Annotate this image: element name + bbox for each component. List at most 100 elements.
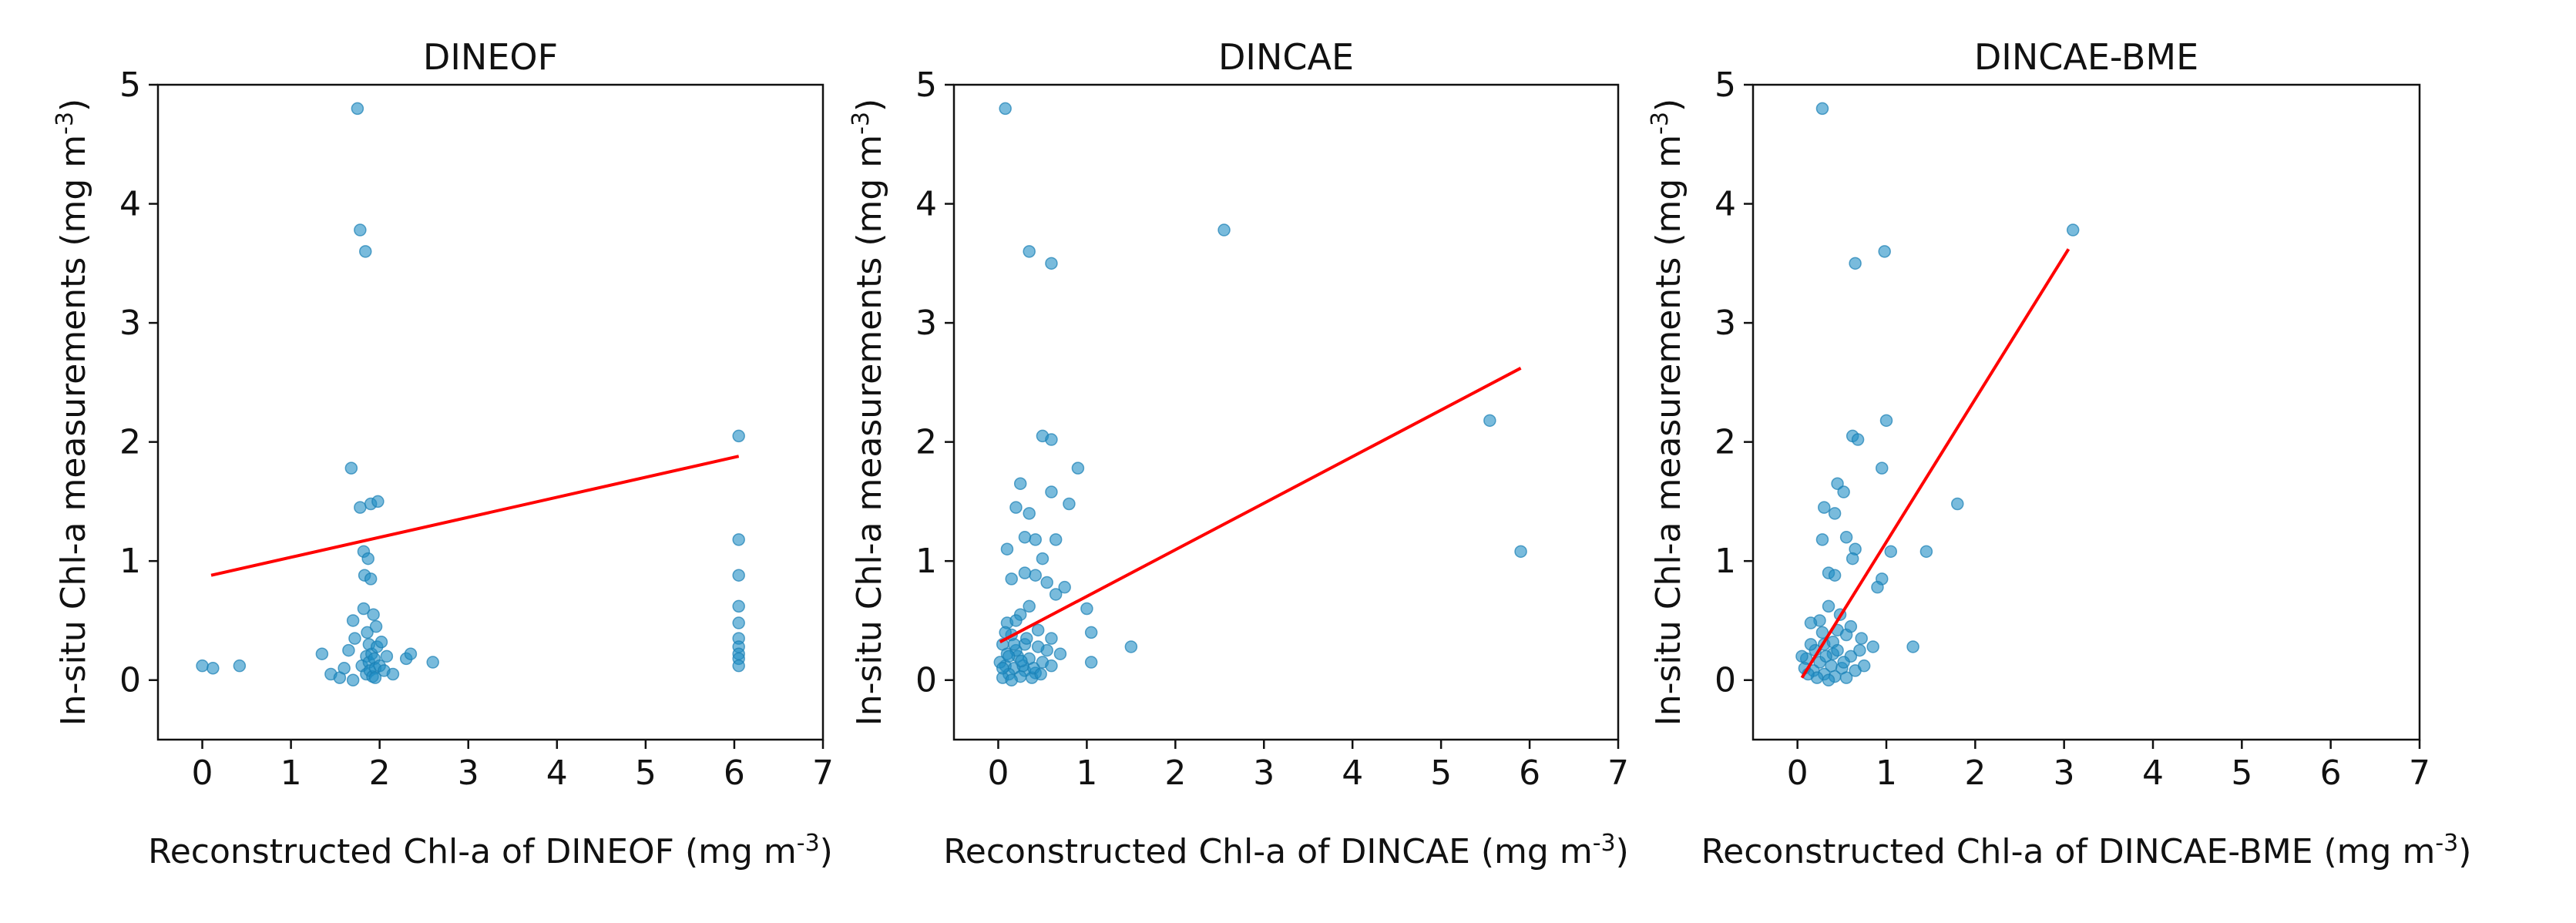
data-point [1045, 257, 1058, 270]
data-point [1080, 602, 1093, 616]
x-tick-label: 7 [1607, 754, 1629, 793]
x-tick-label: 3 [458, 754, 479, 793]
chart-panel-2: DINCAE 0 1 2 3 4 5 6 7 0 1 2 3 4 5 Reconstructed Chl-a … [848, 36, 1629, 871]
data-point [1815, 626, 1829, 639]
data-point [1031, 623, 1045, 637]
data-point [1514, 545, 1527, 559]
data-point [346, 614, 360, 627]
data-point [338, 662, 351, 675]
data-point [1846, 552, 1859, 566]
x-tick-label: 1 [280, 754, 302, 793]
data-point [1879, 414, 1893, 428]
data-point [1009, 614, 1023, 627]
data-point [1031, 640, 1045, 653]
data-point [1029, 533, 1042, 546]
data-point [1019, 632, 1033, 645]
y-tick-label: 4 [915, 185, 937, 224]
data-point [732, 616, 745, 629]
x-axis-title-sup: -3 [2435, 830, 2458, 857]
data-point [1005, 673, 1018, 686]
chart-title: DINCAE-BME [1974, 36, 2198, 78]
data-point [1819, 649, 1832, 663]
x-axis-title-text: Reconstructed Chl-a of DINCAE-BME (mg m [1701, 832, 2436, 871]
x-axis-title-text: Reconstructed Chl-a of DINCAE (mg m [943, 832, 1593, 871]
x-tick-label: 3 [1253, 754, 1275, 793]
data-point [1878, 245, 1891, 258]
chart-panel-1: DINEOF 0 1 2 3 4 5 6 7 0 1 2 3 4 5 Reconstructed Chl-a … [52, 36, 834, 871]
data-point [1837, 656, 1850, 669]
data-point [1844, 619, 1858, 633]
data-point [233, 659, 247, 673]
x-tick-label: 0 [987, 754, 1009, 793]
x-tick-label: 2 [1964, 754, 1986, 793]
data-point [1815, 533, 1829, 546]
data-point [1871, 580, 1884, 594]
data-point [1839, 531, 1853, 544]
data-point [1058, 580, 1071, 594]
data-point [1828, 569, 1842, 582]
data-point [368, 671, 382, 684]
data-point [1049, 588, 1063, 601]
x-tick-label: 1 [1876, 754, 1897, 793]
y-axis-title-text: In-situ Chl-a measurements (mg m [850, 135, 889, 726]
data-point [732, 569, 745, 582]
data-point [732, 659, 745, 673]
data-point [1084, 626, 1098, 639]
x-tick-label: 2 [369, 754, 391, 793]
data-point [1837, 485, 1850, 498]
data-point [1045, 632, 1058, 645]
data-point [315, 647, 329, 660]
data-point [426, 656, 439, 669]
y-axis-title-text: In-situ Chl-a measurements (mg m [54, 135, 93, 726]
y-tick-label: 5 [1715, 65, 1736, 105]
data-point [1815, 102, 1829, 116]
data-point [1875, 462, 1889, 475]
y-axis-title: In-situ Chl-a measurements (mg m-3) [52, 99, 93, 726]
x-axis-title-end: ) [820, 832, 833, 871]
x-tick-label: 6 [2320, 754, 2342, 793]
data-point [1015, 654, 1028, 668]
axes-frame [156, 83, 825, 741]
x-tick-label: 5 [1430, 754, 1452, 793]
x-axis-title-text: Reconstructed Chl-a of DINEOF (mg m [148, 832, 797, 871]
data-point [1049, 533, 1063, 546]
data-point [1023, 599, 1036, 613]
y-tick-label: 2 [1715, 423, 1736, 462]
data-point [1951, 497, 1964, 511]
data-point [344, 462, 358, 475]
x-tick-label: 5 [635, 754, 657, 793]
y-axis-title: In-situ Chl-a measurements (mg m-3) [848, 99, 889, 726]
data-point [1045, 659, 1058, 673]
y-axis-title-sup: -3 [848, 112, 875, 135]
axes-frame [1751, 83, 2421, 741]
data-point [1919, 545, 1933, 559]
data-point [1822, 599, 1835, 613]
data-point [1036, 552, 1050, 566]
y-tick-label: 1 [1715, 542, 1736, 581]
x-tick-label: 1 [1076, 754, 1097, 793]
data-point [1853, 643, 1866, 657]
x-axis-title: Reconstructed Chl-a of DINCAE (mg m-3) [943, 830, 1629, 871]
regression-line [210, 455, 740, 577]
x-axis-title-end: ) [1616, 832, 1629, 871]
data-point [1040, 576, 1053, 589]
chart-panel-3: DINCAE-BME 0 1 2 3 4 5 6 7 0 1 2 3 4 5 Reconstructed Ch… [1647, 36, 2471, 871]
y-axis-title-end: ) [54, 99, 93, 112]
y-tick-label: 0 [915, 661, 937, 700]
y-axis-title-end: ) [850, 99, 889, 112]
data-point [374, 636, 388, 649]
data-point [1217, 223, 1231, 237]
x-axis-title: Reconstructed Chl-a of DINEOF (mg m-3) [148, 830, 833, 871]
y-tick-label: 2 [119, 423, 141, 462]
data-point [354, 501, 367, 514]
data-point [207, 662, 220, 675]
y-tick-label: 2 [915, 423, 937, 462]
y-tick-label: 1 [119, 542, 141, 581]
chart-title: DINCAE [1218, 36, 1354, 78]
data-point [1084, 656, 1098, 669]
x-tick-label: 0 [192, 754, 213, 793]
data-point [1828, 507, 1842, 520]
y-axis-title-text: In-situ Chl-a measurements (mg m [1649, 135, 1688, 726]
data-point [386, 667, 400, 681]
data-point [1005, 572, 1018, 586]
